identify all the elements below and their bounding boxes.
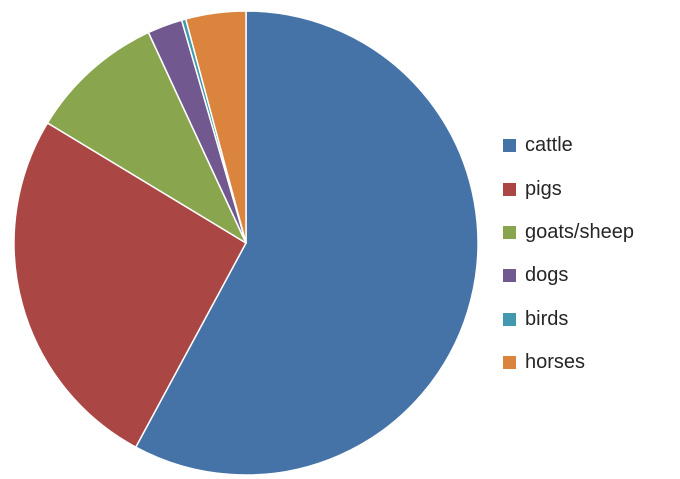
legend-swatch-pigs [503,182,516,196]
legend-item-dogs: dogs [503,254,634,297]
pie-slice-cattle [135,10,479,476]
legend-label-goats-sheep: goats/sheep [525,220,634,243]
legend-label-birds: birds [525,307,569,330]
legend-label-horses: horses [525,351,586,374]
legend-item-horses: horses [503,341,634,384]
pie-slice-horses [184,10,247,244]
legend-item-pigs: pigs [503,167,634,210]
pie-slice-goats-sheep [46,31,247,244]
legend-item-birds: birds [503,298,634,341]
chart-legend: cattle pigs goats/sheep dogs birds horse… [503,124,634,384]
legend-swatch-birds [503,312,516,326]
legend-swatch-dogs [503,269,516,283]
pie-slice-pigs [13,122,247,448]
legend-label-cattle: cattle [525,134,573,157]
legend-swatch-horses [503,356,516,370]
legend-item-cattle: cattle [503,124,634,167]
legend-swatch-goats-sheep [503,225,516,239]
legend-swatch-cattle [503,139,516,153]
legend-label-pigs: pigs [525,177,562,200]
legend-item-goats-sheep: goats/sheep [503,211,634,254]
legend-label-dogs: dogs [525,264,569,287]
